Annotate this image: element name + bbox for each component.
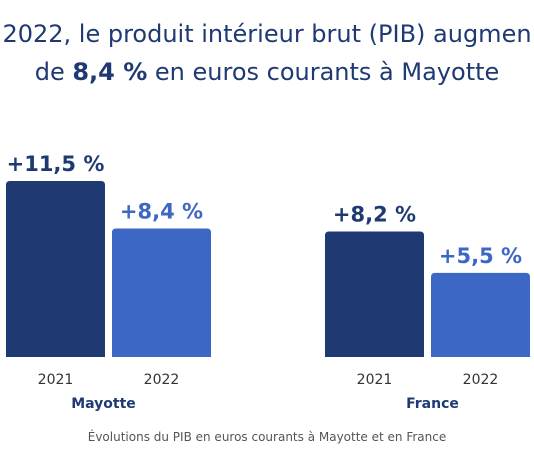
chart-title-line-2: de 8,4 % en euros courants à Mayotte [0,58,534,86]
data-label-france-2021: +8,2 % [333,203,416,227]
bar-france-2022 [431,272,530,357]
chart-caption: Évolutions du PIB en euros courants à Ma… [87,430,447,444]
title-emphasis: 8,4 % [72,58,148,86]
bar-france-2021 [325,231,424,357]
bar-mayotte-2021 [6,181,105,357]
x-tick-mayotte-2021: 2021 [38,372,74,388]
group-label-mayotte: Mayotte [71,396,136,412]
data-label-mayotte-2021: +11,5 % [7,152,105,176]
x-tick-france-2021: 2021 [357,372,393,388]
data-label-mayotte-2022: +8,4 % [120,199,203,223]
x-tick-mayotte-2022: 2022 [144,372,180,388]
title-prefix: de [34,58,73,86]
data-label-france-2022: +5,5 % [439,244,522,268]
chart-title-line-1: 2022, le produit intérieur brut (PIB) au… [2,20,532,48]
x-tick-france-2022: 2022 [463,372,499,388]
bar-mayotte-2022 [112,228,211,357]
title-suffix: en euros courants à Mayotte [147,58,500,86]
group-label-france: France [406,396,459,412]
bar-chart: +11,5 % 2021 +8,4 % 2022 Mayotte +8,2 % 2021 +5… [6,152,530,412]
